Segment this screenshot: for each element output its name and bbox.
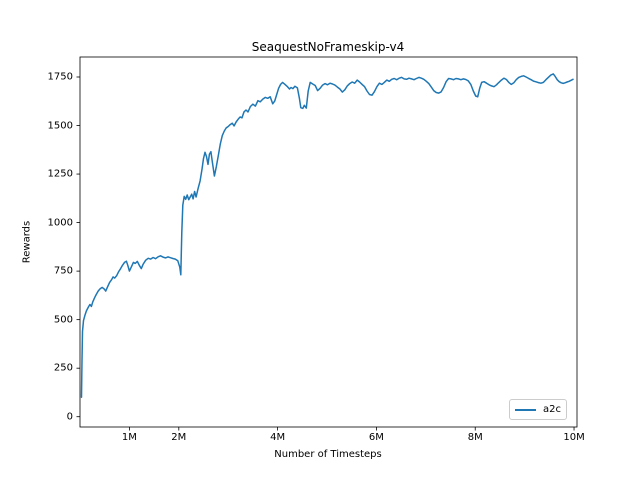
chart-title: SeaquestNoFrameskip-v4 (251, 40, 405, 54)
legend-line-swatch (515, 408, 536, 411)
series-line-a2c (80, 73, 574, 399)
y-tick-label: 500 (53, 314, 73, 326)
axes-spines (79, 56, 578, 428)
y-tick-label: 1250 (47, 168, 73, 180)
legend-label: a2c (543, 404, 561, 415)
x-tick-label: 10M (563, 432, 585, 443)
x-tick-label: 1M (121, 432, 137, 443)
x-tick-label: 4M (270, 432, 286, 443)
x-tick-label: 8M (467, 432, 483, 443)
y-tick-label: 1000 (47, 217, 73, 229)
x-tick-label: 2M (171, 432, 187, 443)
legend: a2c (509, 399, 567, 420)
y-tick-label: 250 (53, 362, 73, 374)
x-tick-label: 6M (368, 432, 384, 443)
y-tick-label: 1500 (47, 120, 73, 132)
y-tick-label: 750 (53, 265, 73, 277)
x-axis-label: Number of Timesteps (274, 449, 382, 460)
y-tick-label: 1750 (47, 71, 73, 83)
y-tick-label: 0 (66, 411, 73, 423)
